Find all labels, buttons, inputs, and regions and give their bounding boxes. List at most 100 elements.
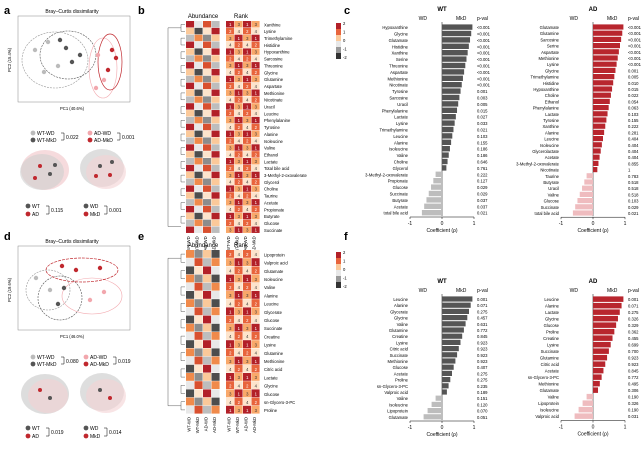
dendrogram-branch xyxy=(180,37,185,46)
rank-cell xyxy=(226,96,235,103)
bar xyxy=(593,92,611,98)
rank-value: 3 xyxy=(229,293,232,298)
rank-cell xyxy=(234,82,243,90)
bar-pval: 0.761 xyxy=(477,166,488,171)
rank-value: 3 xyxy=(238,50,241,55)
heat-cell xyxy=(203,27,212,35)
bar-pval: 0.001 xyxy=(477,297,488,302)
heat-cell xyxy=(186,68,195,76)
bar xyxy=(582,400,593,406)
bar-label: Uracil xyxy=(397,102,408,107)
heat-cell xyxy=(194,110,203,117)
bar-label: Taurine xyxy=(545,174,559,179)
rank-value: 2 xyxy=(255,125,258,130)
legend-d-4: WT xyxy=(32,426,40,432)
bar xyxy=(593,361,606,367)
heat-cell xyxy=(186,389,195,398)
rank-cell xyxy=(251,340,260,348)
rank-value: 2 xyxy=(229,111,232,116)
rank-cell xyxy=(234,348,243,357)
rank-value: 4 xyxy=(229,97,232,102)
dendrogram-branch xyxy=(180,188,185,196)
metabolite-label: Succinate xyxy=(264,326,283,331)
rank-value: 1 xyxy=(229,159,232,164)
heat-cell xyxy=(186,356,195,365)
bar-pval: 0.923 xyxy=(628,362,639,367)
metabolite-label: Trimethylamine xyxy=(264,36,293,41)
rank-cell xyxy=(243,82,252,90)
heat-cell xyxy=(211,405,220,414)
bar-pval: 0.222 xyxy=(477,172,488,177)
rank-cell xyxy=(251,405,260,414)
rank-cell xyxy=(243,137,252,144)
rank-cell xyxy=(251,171,260,179)
rank-cell xyxy=(226,68,235,76)
bar-label: Glutamine xyxy=(389,328,409,333)
bar xyxy=(593,80,614,86)
bar-label: Lactate xyxy=(545,310,559,315)
legend-dot xyxy=(83,211,89,217)
bar-pval: 0.455 xyxy=(628,336,639,341)
rank-cell xyxy=(243,151,252,158)
bar-pval: <0.001 xyxy=(628,25,642,30)
rank-value: 2 xyxy=(255,269,258,274)
rank-value: 2 xyxy=(255,180,258,185)
heat-cell xyxy=(211,356,220,365)
bar-label: Nicotinate xyxy=(389,83,408,88)
metabolite-label: Glucose xyxy=(264,392,280,397)
bar xyxy=(442,346,459,352)
rank-value: 4 xyxy=(255,56,258,61)
dendrogram-branch xyxy=(180,216,185,224)
rank-cell xyxy=(234,123,243,131)
bar-label: Glucose xyxy=(544,199,560,204)
bar xyxy=(593,111,608,117)
dendrogram-branch xyxy=(167,258,181,406)
bar xyxy=(442,30,472,37)
bar xyxy=(593,117,607,123)
heat-cell xyxy=(194,381,203,389)
rank-cell xyxy=(243,250,252,258)
heat-cell xyxy=(194,137,203,144)
bar-pval: 0.518 xyxy=(628,192,639,197)
heat-cell xyxy=(211,192,220,199)
legend-a-5: AD xyxy=(32,212,39,218)
bar-pval: <0.001 xyxy=(477,44,491,49)
point xyxy=(101,77,107,83)
rank-value: 2 xyxy=(246,111,249,116)
rank-cell xyxy=(226,291,235,299)
rank-cell xyxy=(243,364,252,373)
rank-value: 3 xyxy=(255,132,258,137)
rank-value: 1 xyxy=(246,342,249,347)
column-label: AD-WD xyxy=(243,417,248,431)
bar-label: Glutamine xyxy=(540,31,560,36)
rank-value: 1 xyxy=(255,326,258,331)
point xyxy=(63,45,69,51)
bar xyxy=(593,136,603,142)
rank-cell xyxy=(251,373,260,381)
dendrogram-branch xyxy=(180,161,185,169)
bar-pval: 0.222 xyxy=(628,124,639,129)
bar-pval: 0.021 xyxy=(477,211,488,216)
colorbar-segment xyxy=(336,270,341,276)
pcoa-xlabel-d: PC1 (46.0%) xyxy=(60,334,85,339)
rank-cell xyxy=(234,212,243,220)
rank-value: 2 xyxy=(238,367,241,372)
bar xyxy=(593,160,599,166)
bar-label: Serine xyxy=(396,57,409,62)
bar xyxy=(442,114,456,120)
rank-value: 4 xyxy=(229,180,232,185)
metabolite-label: Lactate xyxy=(264,375,278,380)
rank-value: 3 xyxy=(238,159,241,164)
rank-value: 4 xyxy=(246,367,249,372)
rank-value: 3 xyxy=(238,277,241,282)
rank-value: 4 xyxy=(255,166,258,171)
point xyxy=(69,59,75,65)
pval-header: p-val xyxy=(477,288,488,294)
rank-value: 1 xyxy=(246,187,249,192)
bar xyxy=(442,352,458,358)
heat-cell xyxy=(211,250,220,258)
bar xyxy=(442,24,473,30)
dendrogram-branch xyxy=(180,202,185,210)
bar xyxy=(442,339,461,345)
bar-pval: 1 xyxy=(628,168,631,173)
